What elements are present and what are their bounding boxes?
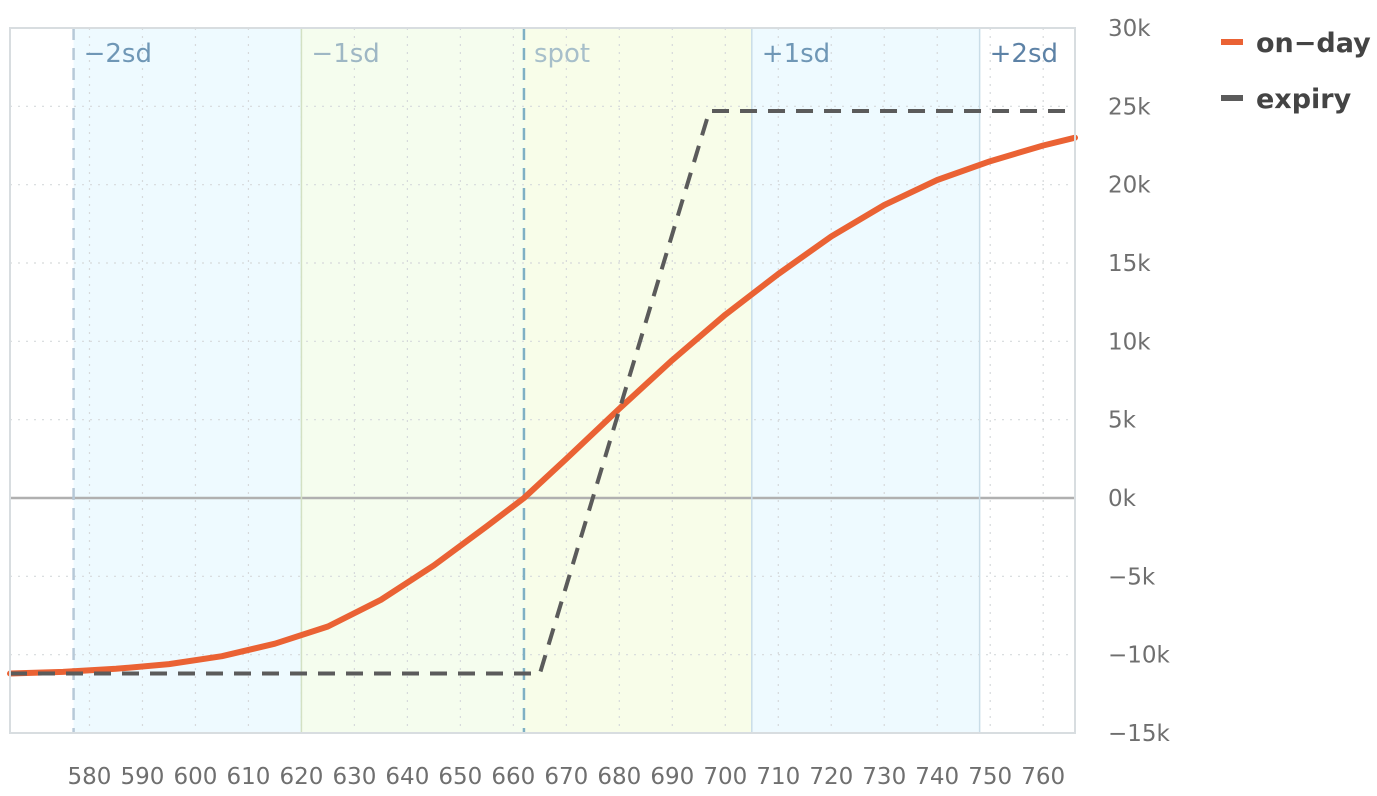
x-tick-label-12: 700 <box>703 764 747 790</box>
x-tick-label-11: 690 <box>650 764 694 790</box>
marker-label-4: +2sd <box>990 39 1058 69</box>
y-tick-label-6: 0k <box>1108 486 1137 512</box>
y-tick-label-8: −10k <box>1108 643 1171 669</box>
y-tick-label-2: 20k <box>1108 173 1151 199</box>
legend-label-1: expiry <box>1256 84 1352 115</box>
marker-label-0: −2sd <box>84 39 152 69</box>
x-tick-label-2: 600 <box>173 764 217 790</box>
y-tick-label-0: 30k <box>1108 16 1151 42</box>
x-tick-label-0: 580 <box>68 764 112 790</box>
x-tick-label-13: 710 <box>756 764 800 790</box>
y-axis-tick-labels: 30k 25k 20k 15k 10k 5k 0k −5k −10k −15k <box>1108 16 1171 747</box>
x-tick-label-4: 620 <box>279 764 323 790</box>
x-tick-label-7: 650 <box>438 764 482 790</box>
x-tick-label-8: 660 <box>491 764 535 790</box>
band-2 <box>301 28 524 733</box>
x-tick-label-5: 630 <box>332 764 376 790</box>
y-tick-label-7: −5k <box>1108 564 1156 590</box>
band-3 <box>523 28 752 733</box>
x-axis-tick-labels: 580 590 600 610 620 630 640 650 660 670 680 690 700 7… <box>68 764 1066 790</box>
x-tick-label-18: 760 <box>1021 764 1065 790</box>
x-tick-label-17: 750 <box>968 764 1012 790</box>
plot-frame <box>9 27 1076 734</box>
y-tick-label-3: 15k <box>1108 251 1151 277</box>
x-tick-label-10: 680 <box>597 764 641 790</box>
series-line-1 <box>10 109 1075 676</box>
marker-label-1: −1sd <box>311 39 379 69</box>
series-lines <box>7 109 1078 677</box>
x-tick-label-14: 720 <box>809 764 853 790</box>
x-tick-label-6: 640 <box>385 764 429 790</box>
y-tick-label-4: 10k <box>1108 329 1151 355</box>
band-0 <box>10 28 74 733</box>
x-tick-label-3: 610 <box>226 764 270 790</box>
marker-label-3: +1sd <box>762 39 830 69</box>
x-tick-label-1: 590 <box>121 764 165 790</box>
band-4 <box>751 28 980 733</box>
sd-bands <box>10 28 1075 733</box>
y-tick-label-5: 5k <box>1108 408 1137 434</box>
band-5 <box>979 28 1075 733</box>
band-1 <box>73 28 302 733</box>
y-tick-label-9: −15k <box>1108 721 1171 747</box>
sd-markers: −2sd −1sd spot +1sd +2sd <box>72 28 1058 733</box>
legend-label-0: on−day <box>1256 28 1371 59</box>
y-tick-label-1: 25k <box>1108 94 1151 120</box>
series-line-0 <box>7 134 1078 677</box>
marker-label-2: spot <box>534 39 590 69</box>
x-tick-label-15: 730 <box>862 764 906 790</box>
x-tick-label-9: 670 <box>544 764 588 790</box>
x-tick-label-16: 740 <box>915 764 959 790</box>
legend: on−day expiry <box>1221 28 1371 115</box>
